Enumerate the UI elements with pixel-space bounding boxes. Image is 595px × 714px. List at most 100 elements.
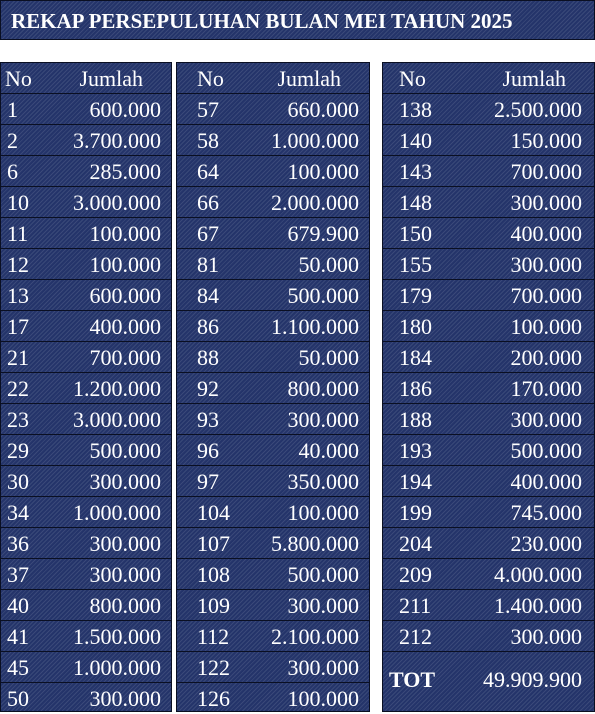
row-amount: 1.000.000 [73,500,161,525]
row-amount: 300.000 [510,407,583,432]
row-amount: 700.000 [89,345,162,370]
table-row: 122 300.000 [177,652,369,683]
table-row: 40 800.000 [1,590,171,621]
table-row: 84 500.000 [177,280,369,311]
table-row: 57 660.000 [177,94,369,125]
table-row: 148 300.000 [383,187,594,218]
table-panel-2: No Jumlah 57 660.000 58 1.000.000 64 100.000 66 2… [176,62,370,712]
row-amount: 400.000 [510,469,583,494]
row-number: 148 [399,190,432,215]
table-row: 209 4.000.000 [383,559,594,590]
row-number: 188 [399,407,432,432]
row-number: 211 [399,593,432,618]
table-header: No Jumlah [1,63,171,94]
row-number: 209 [399,562,432,587]
total-row: TOT 49.909.900 [383,652,594,708]
table-row: 23 3.000.000 [1,404,171,435]
row-amount: 300.000 [89,469,162,494]
row-amount: 600.000 [89,283,162,308]
row-number: 186 [399,376,432,401]
row-amount: 300.000 [287,407,360,432]
row-amount: 500.000 [287,283,360,308]
table-row: 12 100.000 [1,249,171,280]
row-number: 88 [197,345,219,370]
row-number: 57 [197,97,219,122]
table-row: 1 600.000 [1,94,171,125]
table-row: 58 1.000.000 [177,125,369,156]
row-amount: 100.000 [287,500,360,525]
table-row: 112 2.100.000 [177,621,369,652]
table-row: 204 230.000 [383,528,594,559]
row-number: 21 [7,345,29,370]
row-number: 140 [399,128,432,153]
row-number: 11 [7,221,29,246]
table-row: 21 700.000 [1,342,171,373]
row-number: 96 [197,438,219,463]
table-row: 81 50.000 [177,249,369,280]
row-amount: 500.000 [89,438,162,463]
row-amount: 230.000 [510,531,583,556]
row-number: 40 [7,593,29,618]
row-amount: 660.000 [287,97,360,122]
row-amount: 200.000 [510,345,583,370]
row-amount: 100.000 [89,252,162,277]
row-number: 126 [197,686,230,711]
row-number: 180 [399,314,432,339]
table-row: 104 100.000 [177,497,369,528]
row-number: 41 [7,624,29,649]
table-panel-3: No Jumlah 138 2.500.000 140 150.000 143 700.000… [382,62,595,712]
row-number: 93 [197,407,219,432]
table-row: 93 300.000 [177,404,369,435]
row-amount: 50.000 [298,345,360,370]
row-amount: 170.000 [510,376,583,401]
row-number: 37 [7,562,29,587]
table-row: 96 40.000 [177,435,369,466]
row-amount: 1.400.000 [494,593,582,618]
total-value: 49.909.900 [483,667,582,692]
row-amount: 285.000 [89,159,162,184]
table-row: 107 5.800.000 [177,528,369,559]
row-amount: 745.000 [510,500,583,525]
row-number: 108 [197,562,230,587]
row-amount: 100.000 [510,314,583,339]
table-row: 109 300.000 [177,590,369,621]
row-amount: 700.000 [510,159,583,184]
table-row: 2 3.700.000 [1,125,171,156]
row-number: 122 [197,655,230,680]
row-amount: 300.000 [89,686,162,711]
header-amount: Jumlah [277,66,341,91]
table-row: 66 2.000.000 [177,187,369,218]
row-number: 155 [399,252,432,277]
row-number: 22 [7,376,29,401]
row-number: 30 [7,469,29,494]
row-number: 194 [399,469,432,494]
header-amount: Jumlah [502,66,566,91]
row-amount: 3.000.000 [73,190,161,215]
row-number: 179 [399,283,432,308]
page-title: REKAP PERSEPULUHAN BULAN MEI TAHUN 2025 [0,0,595,40]
total-label: TOT [389,667,436,692]
table-row: 193 500.000 [383,435,594,466]
row-amount: 2.500.000 [494,97,582,122]
table-row: 11 100.000 [1,218,171,249]
table-row: 180 100.000 [383,311,594,342]
table-row: 29 500.000 [1,435,171,466]
table-row: 45 1.000.000 [1,652,171,683]
table-header: No Jumlah [177,63,369,94]
row-number: 66 [197,190,219,215]
row-number: 58 [197,128,219,153]
table-row: 10 3.000.000 [1,187,171,218]
row-number: 64 [197,159,219,184]
row-amount: 300.000 [287,593,360,618]
table-row: 184 200.000 [383,342,594,373]
row-amount: 4.000.000 [494,562,582,587]
row-amount: 400.000 [89,314,162,339]
row-number: 50 [7,686,29,711]
row-amount: 300.000 [89,562,162,587]
row-amount: 100.000 [287,159,360,184]
row-amount: 3.000.000 [73,407,161,432]
table-row: 108 500.000 [177,559,369,590]
table-row: 17 400.000 [1,311,171,342]
row-number: 36 [7,531,29,556]
row-number: 23 [7,407,29,432]
